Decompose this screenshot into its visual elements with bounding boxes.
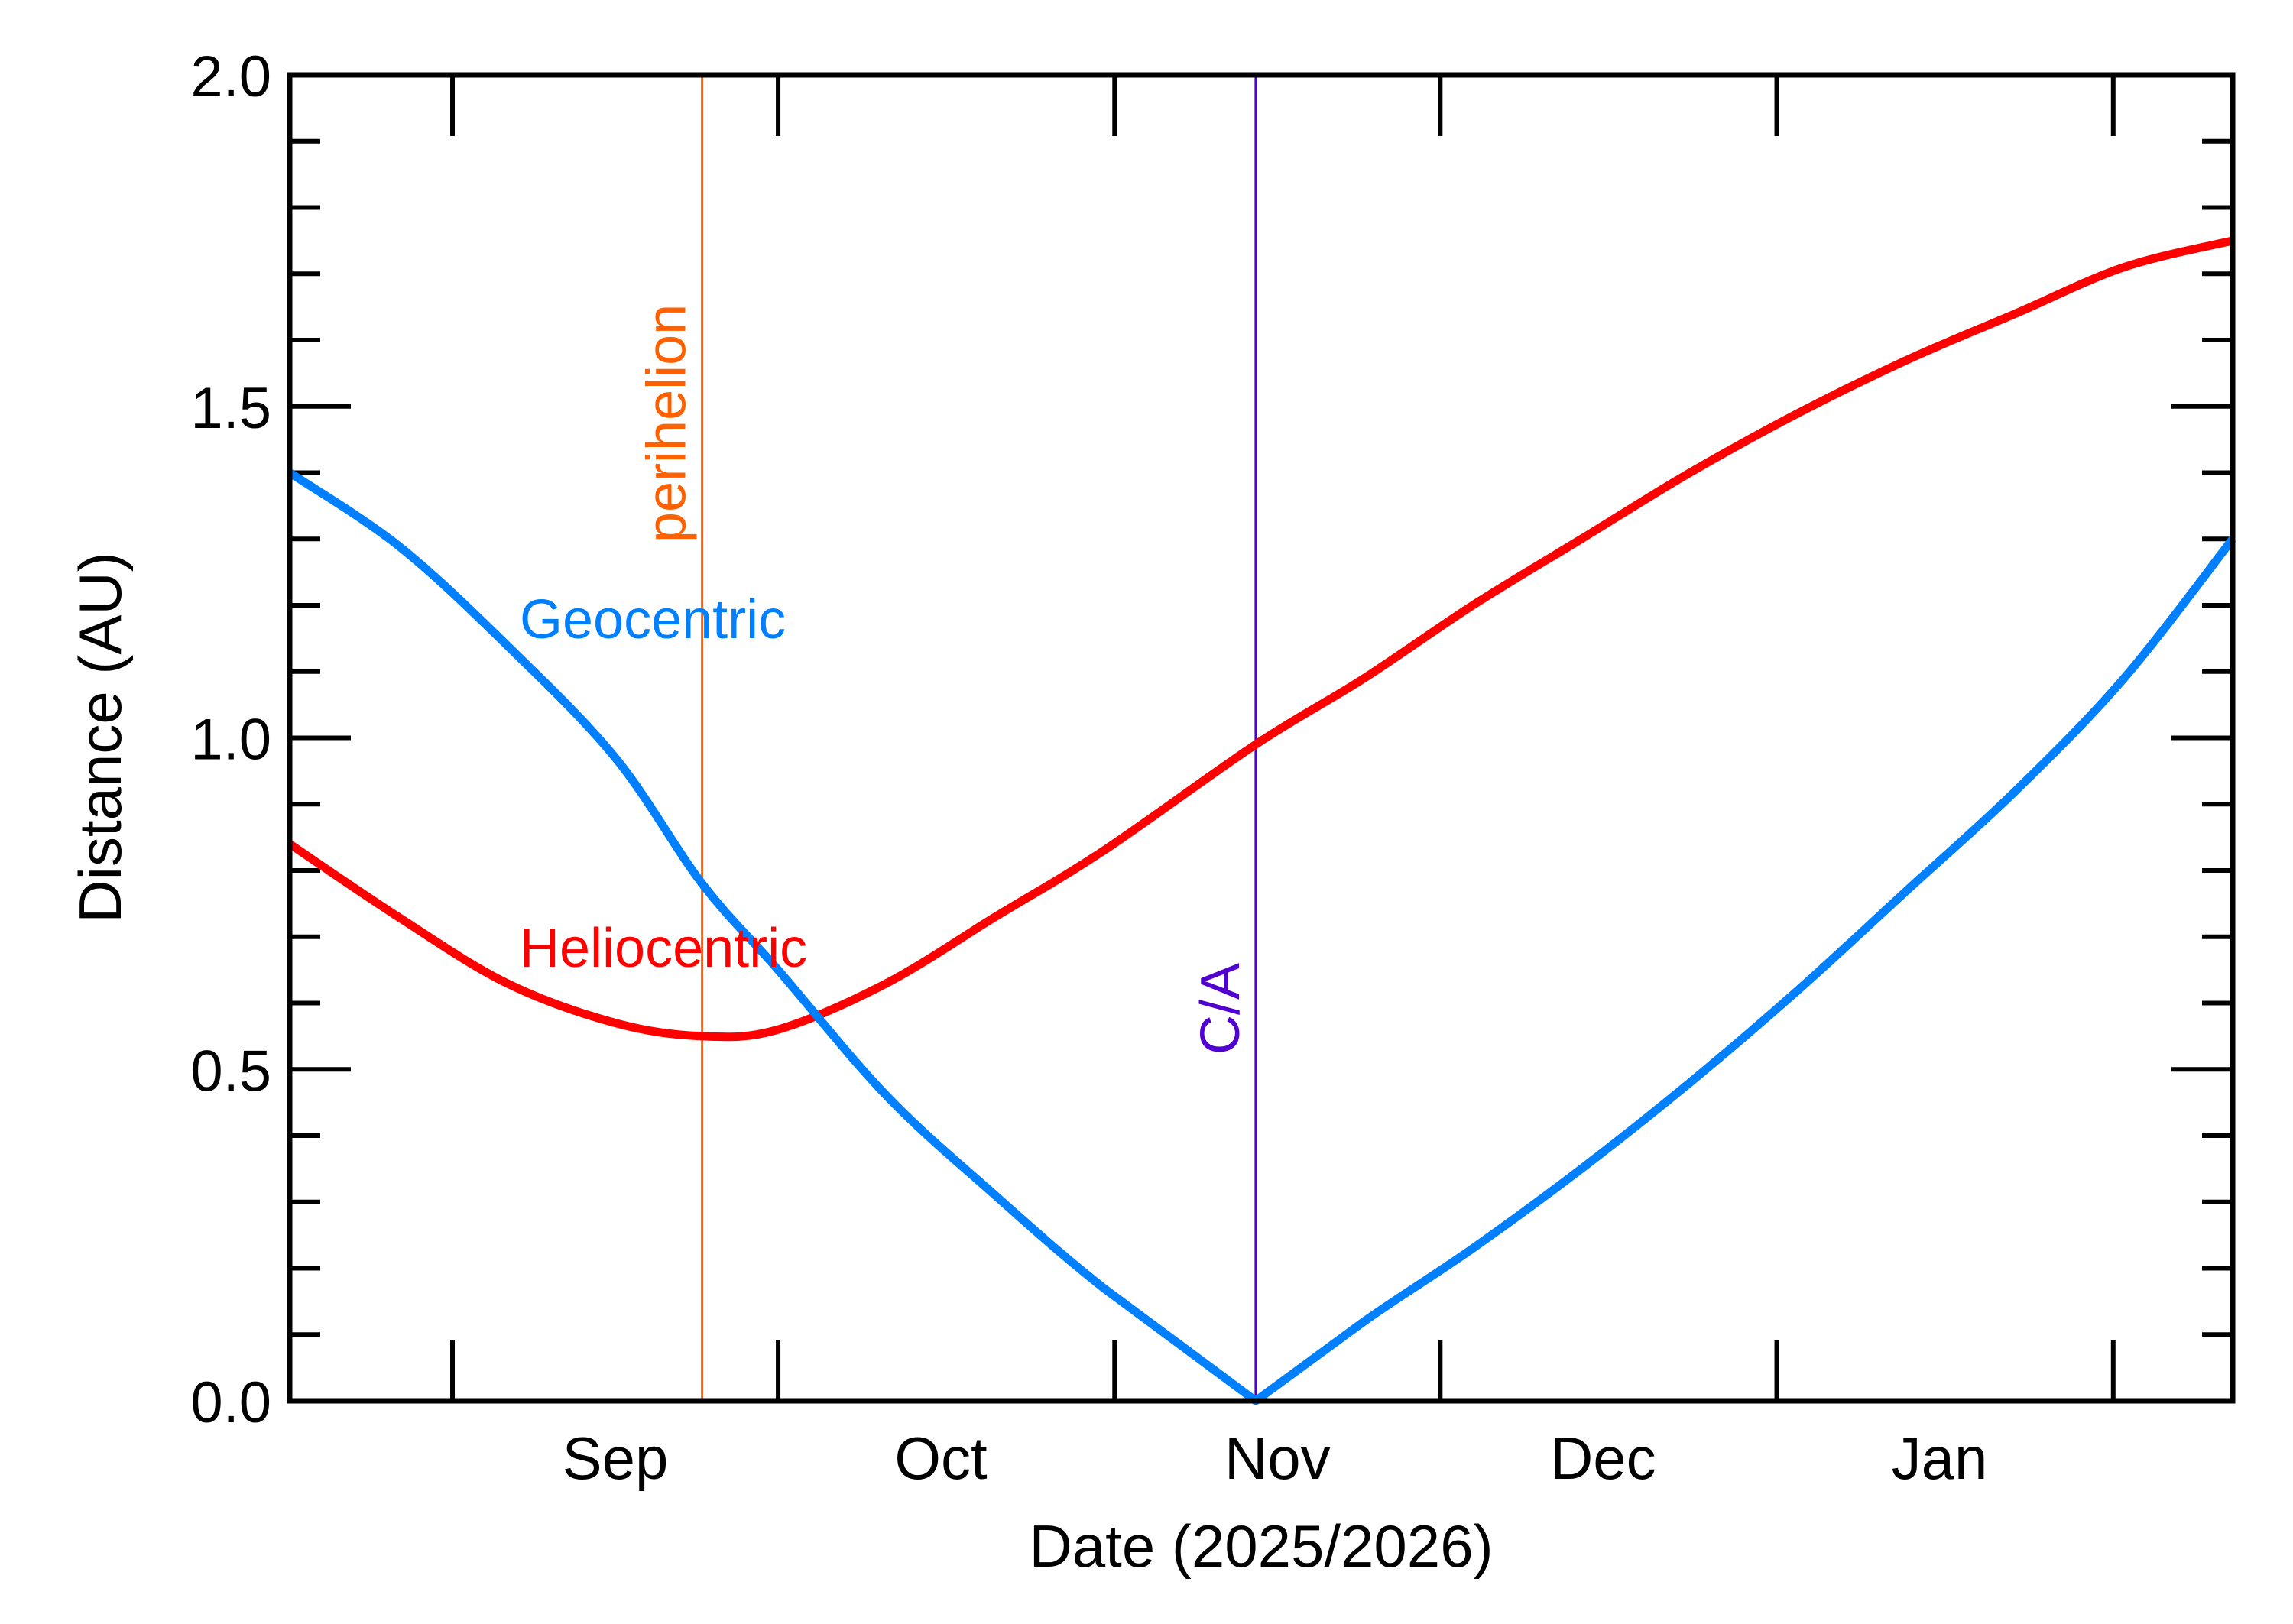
y-tick-label: 1.0 [190,708,271,773]
x-axis-label: Date (2025/2026) [1029,1512,1493,1580]
series-line-geocentric [287,468,2236,1405]
annotation-lines [701,75,1257,1401]
labels: 0.0 0.5 1.0 1.5 2.0 Sep Oct Nov Dec Jan Heliocentr… [190,44,1987,1492]
y-tick-label: 0.0 [190,1370,271,1435]
series-label-heliocentric: Heliocentric [520,918,807,979]
y-tick-label: 2.0 [190,44,271,109]
x-tick-label: Jan [1892,1425,1988,1492]
axis-ticks [290,75,2233,1401]
annotation-label-perihelion: perihelion [637,304,698,543]
series-label-geocentric: Geocentric [520,589,786,650]
x-tick-label: Dec [1550,1425,1656,1492]
y-tick-label: 1.5 [190,376,271,441]
series-lines [287,236,2236,1405]
plot-frame [287,72,2236,1404]
x-tick-label: Sep [563,1425,669,1492]
x-tick-label: Oct [894,1425,988,1492]
y-tick-label: 0.5 [190,1039,271,1104]
y-axis-label: Distance (AU) [66,552,134,922]
annotation-label-ca: C/A [1190,963,1251,1055]
series-line-heliocentric [287,236,2234,1042]
x-tick-label: Nov [1224,1425,1331,1492]
